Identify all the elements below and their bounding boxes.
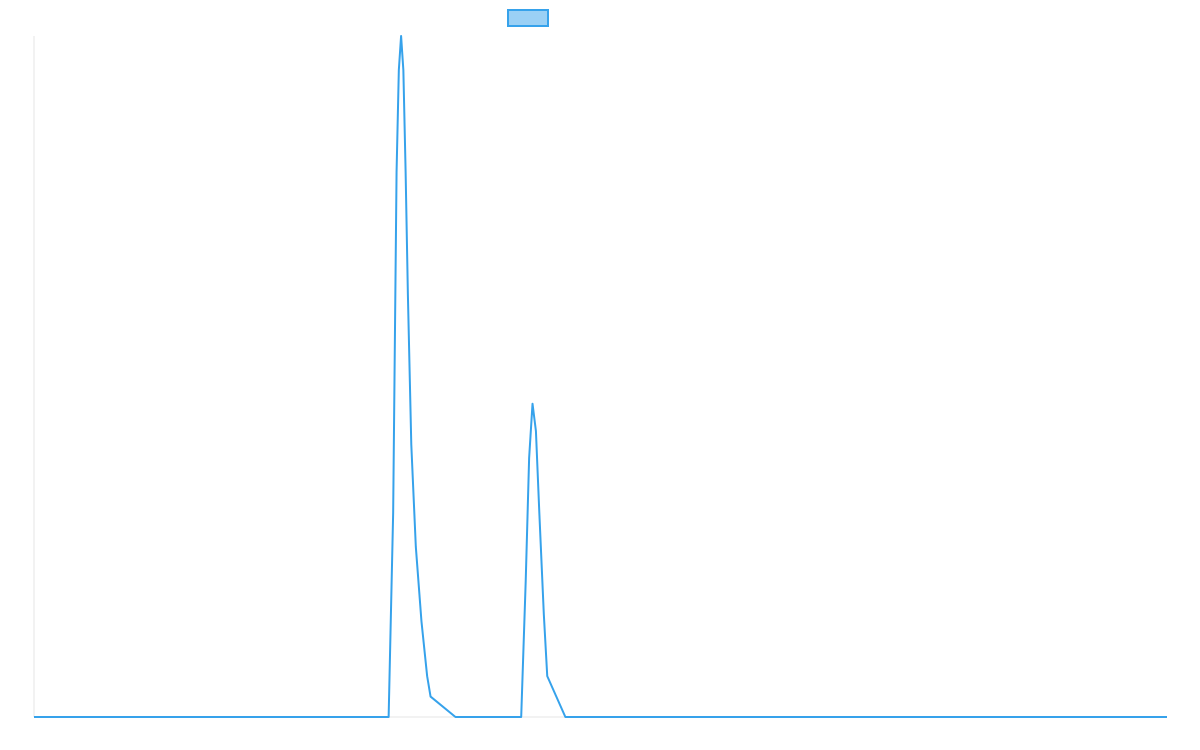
series-line-0 [34, 35, 1167, 718]
series-layer [34, 35, 1167, 718]
plot-area [33, 36, 1167, 718]
legend-swatch-0[interactable] [507, 9, 549, 27]
legend[interactable] [507, 9, 549, 27]
